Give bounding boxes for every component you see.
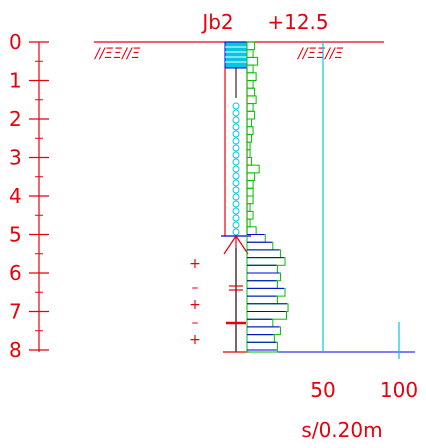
gravel-circle <box>232 116 240 124</box>
surface-symbol-right: //ΞΞ//Ξ <box>296 46 344 62</box>
fill-layer <box>224 41 248 69</box>
penetration-bar <box>246 133 253 143</box>
penetration-bar <box>246 126 254 135</box>
gravel-circle <box>232 221 240 229</box>
depth-label-7: 7 <box>9 300 22 324</box>
gravel-circle <box>232 137 240 145</box>
penetration-bar <box>246 118 253 128</box>
well-id-label: Jb2 <box>200 10 233 34</box>
penetration-bar <box>246 56 259 66</box>
depth-axis: 0 1 2 3 4 5 6 7 8 <box>9 30 49 362</box>
gravel-circle <box>232 109 240 117</box>
gravel-circle <box>232 172 240 180</box>
penetration-bar <box>246 334 275 343</box>
depth-axis-labels: 0 1 2 3 4 5 6 7 8 <box>9 30 22 362</box>
penetration-bar <box>246 72 257 82</box>
penetration-bar <box>246 157 253 166</box>
gravel-circle <box>232 130 240 138</box>
test-marker: + <box>189 332 201 348</box>
elevation-label: +12.5 <box>267 10 328 34</box>
depth-label-6: 6 <box>9 261 22 285</box>
penetration-bar <box>246 149 251 159</box>
borehole-column <box>221 41 251 353</box>
penetration-bar <box>246 180 254 189</box>
penetration-bar <box>246 241 274 251</box>
penetration-bar <box>246 287 286 297</box>
x-tick-50: 50 <box>310 378 335 402</box>
penetration-bar <box>246 203 251 212</box>
gravel-circle <box>232 179 240 187</box>
penetration-bar <box>246 95 257 105</box>
penetration-bar <box>246 110 256 120</box>
test-markers: +–+–+ <box>189 256 201 348</box>
fill-hatching <box>225 46 247 63</box>
penetration-bar <box>246 80 254 89</box>
penetration-bar <box>246 280 278 289</box>
penetration-bar <box>246 318 274 328</box>
depth-label-4: 4 <box>9 184 22 208</box>
penetration-bar <box>246 195 254 205</box>
penetration-bar <box>246 172 256 182</box>
penetration-bar <box>246 303 289 312</box>
penetration-bar <box>246 187 254 197</box>
test-marker: – <box>192 315 199 331</box>
penetration-bar <box>246 311 288 320</box>
depth-label-5: 5 <box>9 223 22 247</box>
penetration-bar <box>246 264 278 274</box>
penetration-bar <box>246 103 254 112</box>
gravel-circle <box>232 214 240 222</box>
test-marker: + <box>189 297 201 313</box>
penetration-bar <box>246 87 256 97</box>
penetration-bar <box>246 218 251 228</box>
gravel-circle <box>232 158 240 166</box>
penetration-bar <box>246 326 281 336</box>
penetration-bar <box>246 249 281 259</box>
reading-frame <box>246 41 415 359</box>
depth-label-8: 8 <box>9 338 22 362</box>
depth-axis-ticks <box>29 41 49 351</box>
penetration-bars <box>246 41 289 353</box>
x-axis-label: s/0.20m <box>301 418 382 442</box>
penetration-bar <box>246 226 257 236</box>
penetration-bar <box>246 64 254 74</box>
gravel-circle <box>232 144 240 152</box>
penetration-bar <box>246 341 278 351</box>
penetration-bar <box>246 41 256 51</box>
depth-label-1: 1 <box>9 69 22 93</box>
x-tick-100: 100 <box>380 378 418 402</box>
gravel-circle <box>232 186 240 194</box>
penetration-bar <box>246 49 254 58</box>
gravel-circle <box>232 123 240 131</box>
reading-grid-lines <box>247 234 288 351</box>
depth-label-0: 0 <box>9 30 22 54</box>
surface-symbol-left: //ΞΞ//Ξ <box>93 46 141 62</box>
gravel-circle <box>232 102 240 110</box>
test-marker: + <box>189 256 201 272</box>
gravel-circle <box>232 193 240 201</box>
gravel-circle <box>232 151 240 159</box>
penetration-bar <box>246 272 281 282</box>
penetration-bar <box>246 257 286 266</box>
penetration-bar <box>246 210 254 220</box>
depth-label-2: 2 <box>9 107 22 131</box>
penetration-bar <box>246 164 260 174</box>
penetration-bar <box>246 141 251 151</box>
penetration-bar <box>246 295 278 305</box>
gravel-circle <box>232 165 240 173</box>
gravel-circles <box>232 102 240 236</box>
depth-label-3: 3 <box>9 146 22 170</box>
gravel-circle <box>232 200 240 208</box>
gravel-circle <box>232 207 240 215</box>
gravel-circle <box>232 228 240 236</box>
test-marker: – <box>192 280 199 296</box>
